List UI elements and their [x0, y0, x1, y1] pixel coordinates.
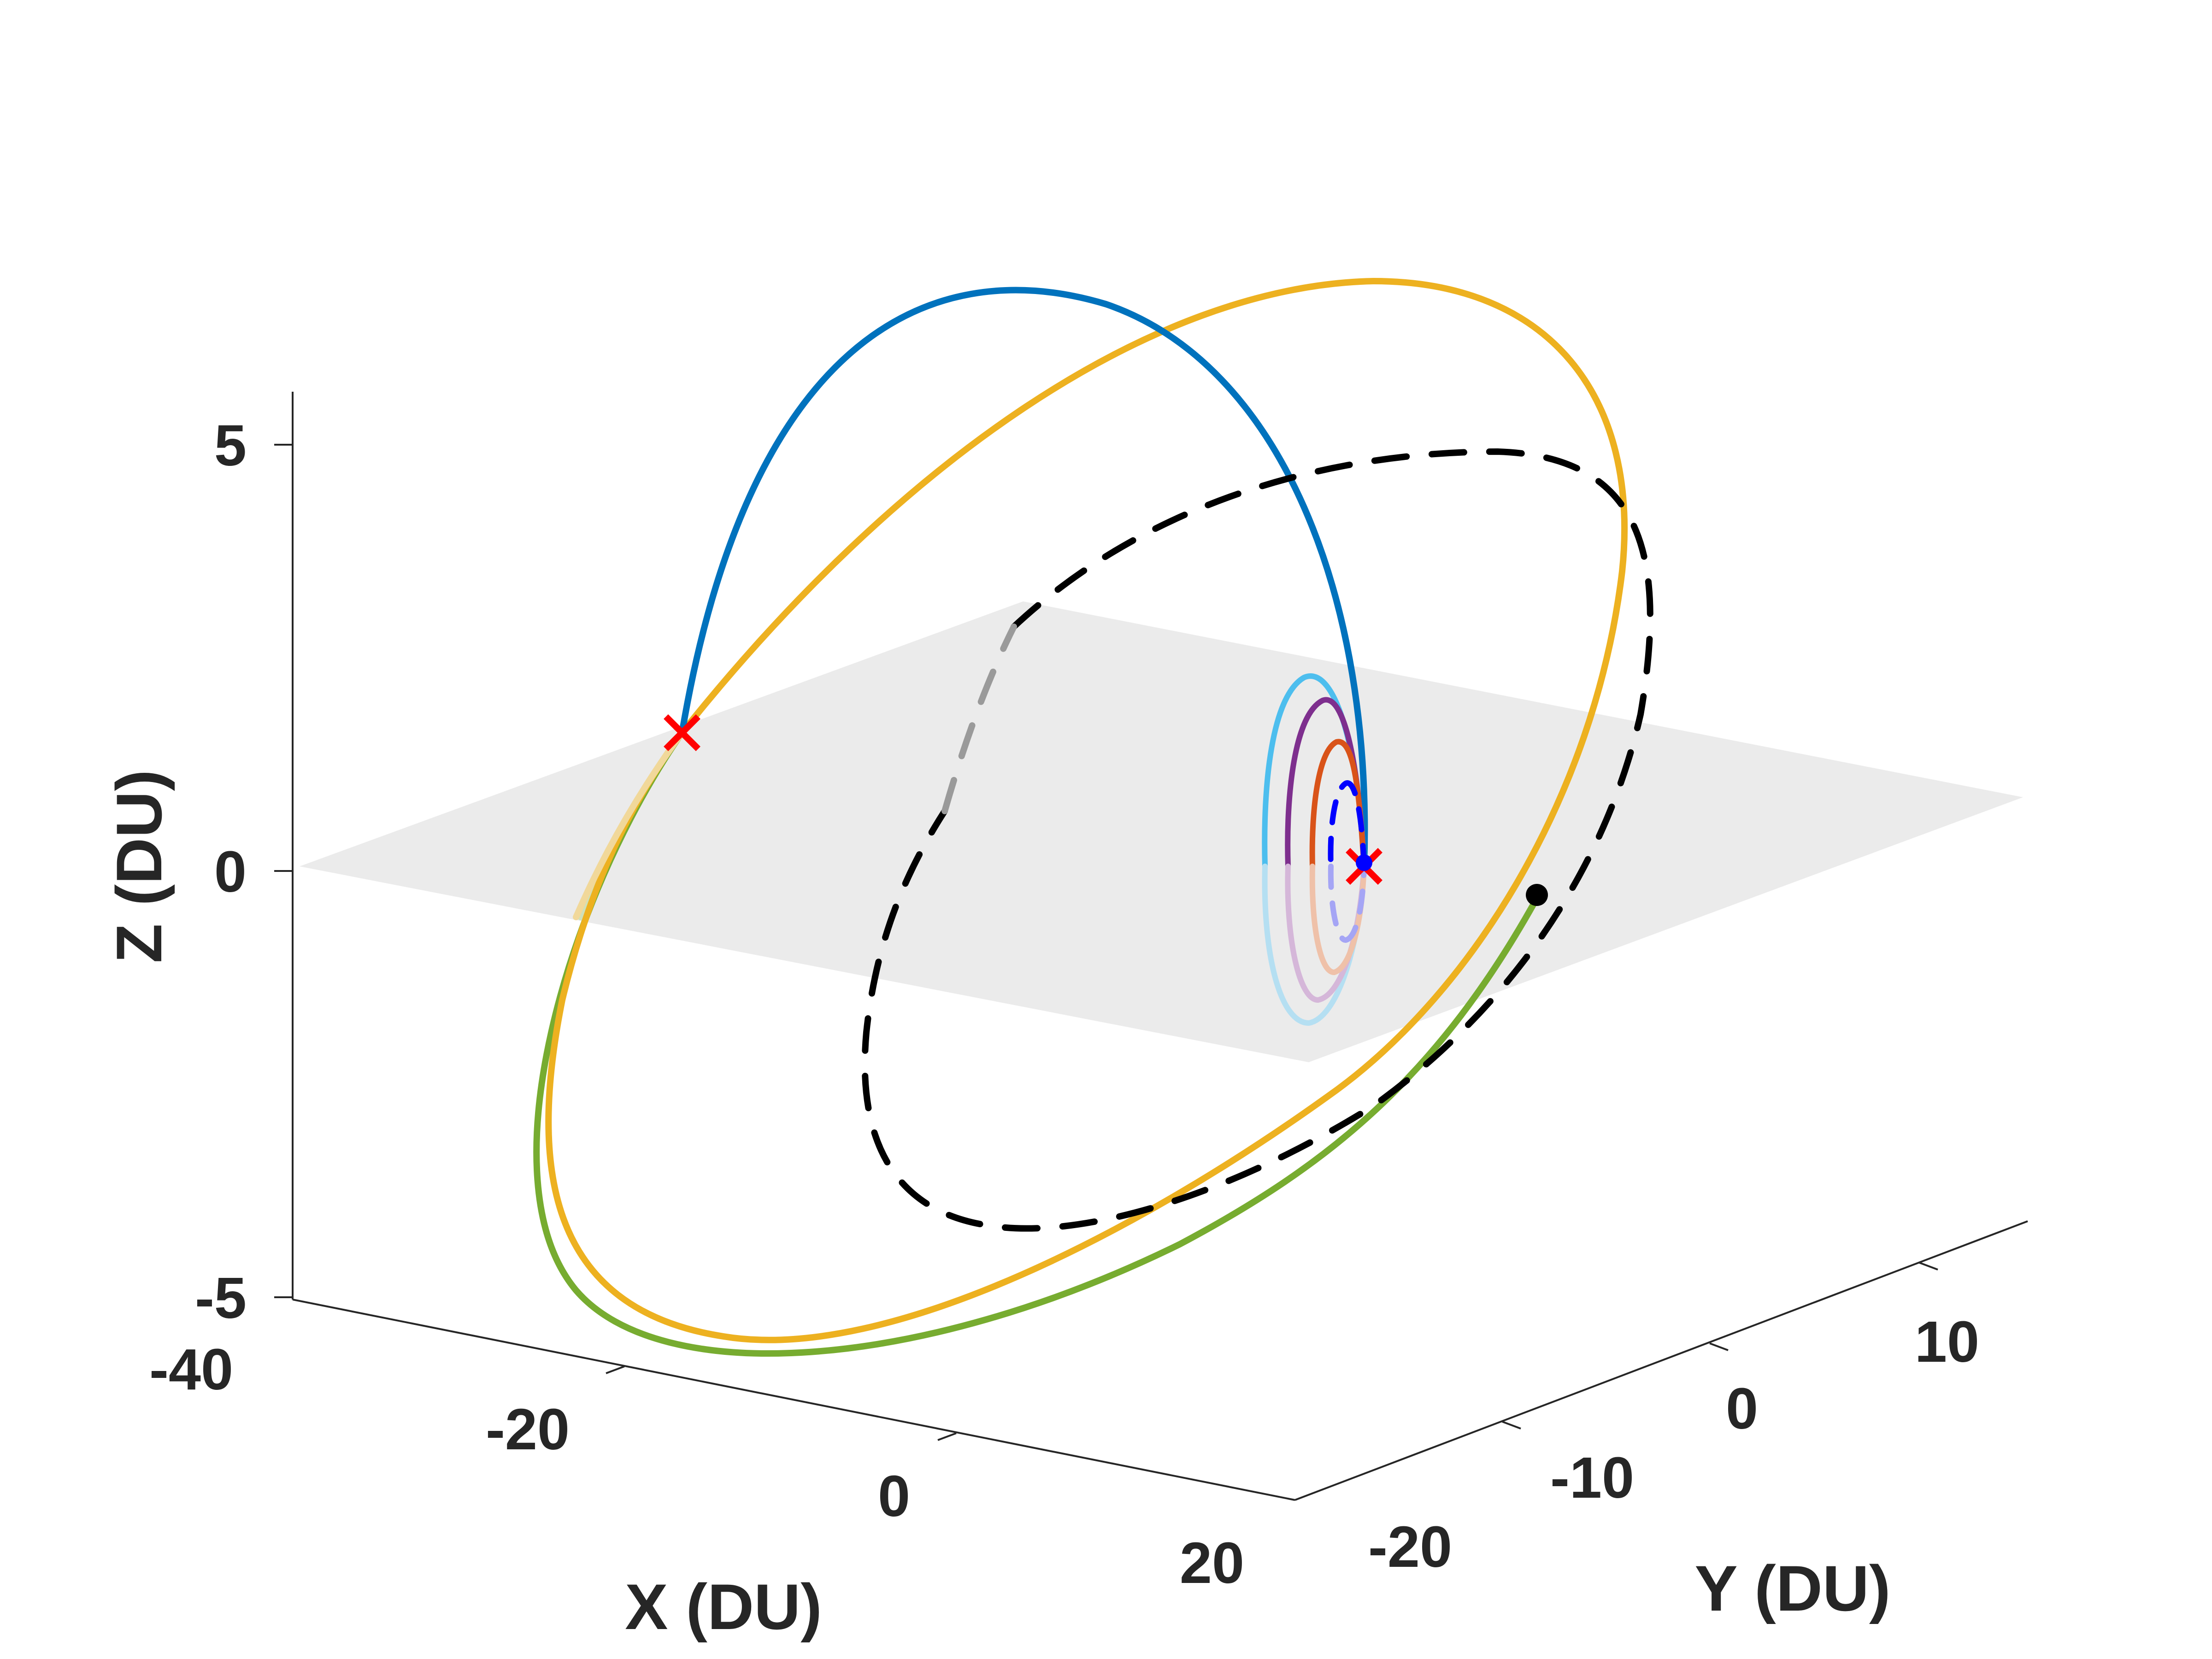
black-dashed-orbit-faded	[941, 624, 1017, 814]
x-tick-label-20: 20	[1180, 1530, 1244, 1595]
orange-loop	[1309, 739, 1367, 869]
x-tick-0	[937, 1432, 957, 1441]
blue-transfer-arc	[679, 287, 1368, 870]
black-dashed-orbit	[861, 448, 1653, 1232]
x-tick-label-minus20: -20	[486, 1397, 570, 1462]
orange-loop-faded	[1309, 864, 1367, 976]
y-axis-title: Y (DU)	[1694, 1552, 1890, 1624]
z-axis-title: Z (DU)	[103, 770, 175, 963]
yellow-orbit-faded	[573, 729, 685, 920]
x-axis-line	[292, 1299, 1295, 1501]
green-orbit	[533, 729, 1542, 1357]
x-tick-label-minus40: -40	[149, 1337, 233, 1402]
marker-x-left	[664, 714, 700, 751]
y-tick-label-10: 10	[1915, 1309, 1979, 1374]
marker-dot-origin	[1356, 854, 1372, 871]
axes	[292, 392, 2028, 1501]
z-tick-label-5: 5	[214, 413, 247, 478]
y-tick-label-minus10: -10	[1550, 1445, 1634, 1510]
marker-dot-black	[1526, 884, 1548, 906]
markers	[664, 714, 1548, 906]
x-axis-title: X (DU)	[625, 1571, 822, 1643]
x-tick-label-0: 0	[878, 1464, 910, 1529]
z-tick-label-minus5: -5	[195, 1265, 247, 1330]
y-tick-10	[1919, 1262, 1938, 1271]
y-tick-0	[1709, 1342, 1729, 1351]
y-axis-line	[1294, 1220, 2028, 1501]
z-tick-label-0: 0	[214, 839, 247, 904]
y-tick-minus10	[1502, 1421, 1521, 1430]
x-tick-minus20	[606, 1365, 625, 1374]
trajectories	[533, 277, 1653, 1357]
blue-dashed-loop-faded	[1328, 864, 1367, 943]
yellow-orbit	[545, 277, 1628, 1343]
blue-dashed-loop	[1328, 780, 1367, 869]
tick-marks	[274, 444, 1938, 1441]
y-tick-label-0: 0	[1726, 1376, 1758, 1441]
y-tick-label-minus20: -20	[1368, 1514, 1452, 1579]
